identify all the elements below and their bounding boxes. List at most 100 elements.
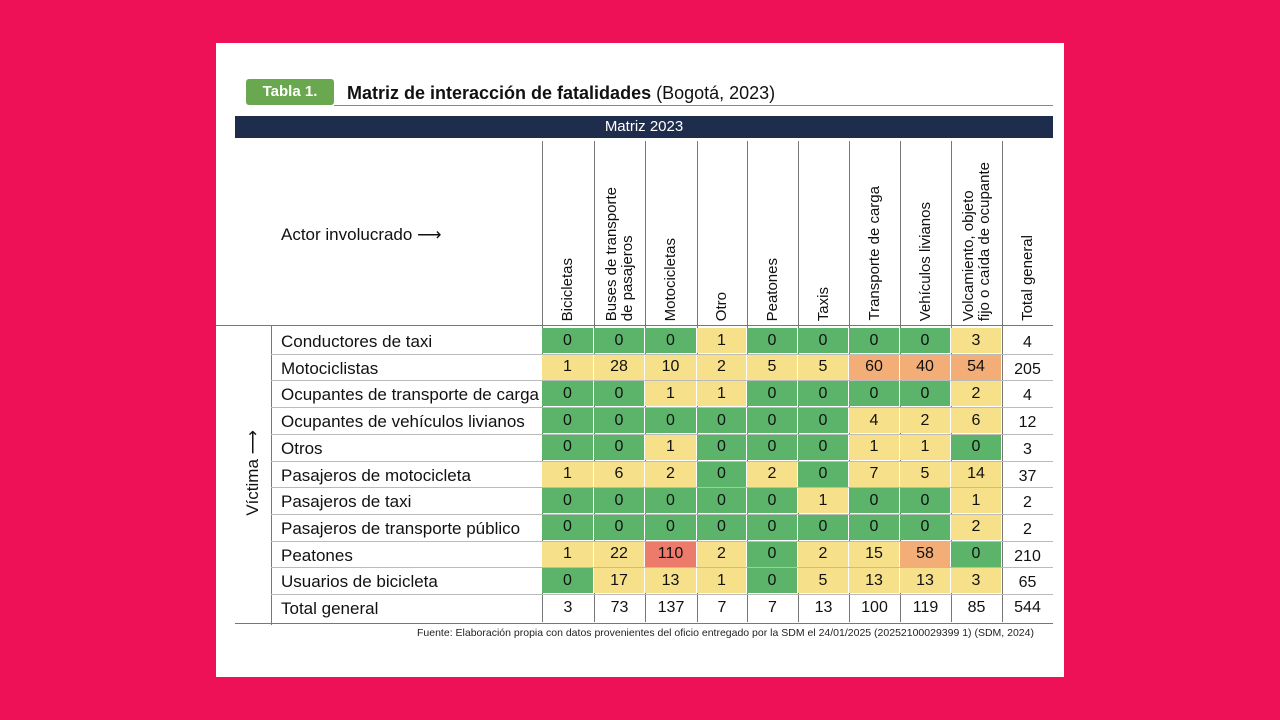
matrix-cell: 0 — [951, 541, 1002, 567]
matrix-cell: 0 — [542, 408, 594, 434]
matrix-cell: 5 — [798, 354, 849, 380]
row-total: 37 — [1018, 467, 1037, 485]
matrix-cell: 0 — [645, 328, 697, 353]
matrix-cell: 4 — [849, 408, 900, 434]
column-header: Bicicletas — [542, 141, 594, 321]
matrix-cell: 17 — [594, 568, 645, 594]
row-total: 4 — [1023, 387, 1032, 405]
matrix-cell: 110 — [645, 541, 697, 567]
matrix-cell: 0 — [542, 514, 594, 540]
matrix-cell: 0 — [798, 381, 849, 407]
matrix-cell: 22 — [594, 541, 645, 567]
column-header-label: Total general — [1018, 235, 1036, 321]
matrix-cell: 60 — [849, 354, 900, 380]
matrix-cell: 0 — [542, 434, 594, 460]
matrix-cell: 0 — [849, 328, 900, 353]
matrix-cell: 0 — [747, 328, 798, 353]
matrix-cell: 3 — [951, 568, 1002, 594]
matrix-cell: 0 — [849, 514, 900, 540]
header-bottom-line — [216, 325, 1053, 326]
matrix-cell: 1 — [697, 568, 747, 594]
matrix-cell: 13 — [645, 568, 697, 594]
matrix-cell: 13 — [849, 568, 900, 594]
table-tag: Tabla 1. — [246, 79, 334, 105]
grand-total: 544 — [1014, 599, 1041, 616]
matrix-cell: 0 — [594, 434, 645, 460]
matrix-cell: 0 — [849, 381, 900, 407]
matrix-cell: 0 — [645, 488, 697, 514]
matrix-cell: 0 — [697, 408, 747, 434]
matrix-cell: 28 — [594, 354, 645, 380]
matrix-cell: 0 — [542, 568, 594, 594]
matrix-cell: 0 — [798, 434, 849, 460]
row-label: Pasajeros de taxi — [281, 492, 412, 512]
row-total: 4 — [1023, 334, 1032, 351]
matrix-cell: 1 — [697, 381, 747, 407]
totals-cell: 85 — [967, 599, 986, 616]
column-header: Buses de transporte de pasajeros — [594, 141, 645, 321]
matrix-cell: 2 — [747, 461, 798, 487]
matrix-cell: 0 — [747, 541, 798, 567]
row-total: 210 — [1014, 547, 1041, 565]
matrix-cell: 0 — [594, 488, 645, 514]
matrix-cell: 0 — [900, 381, 951, 407]
matrix-cell: 1 — [697, 328, 747, 353]
matrix-cell: 54 — [951, 354, 1002, 380]
row-divider — [271, 594, 1053, 595]
column-header: Vehículos livianos — [900, 141, 951, 321]
row-label: Peatones — [281, 545, 353, 565]
matrix-cell: 0 — [798, 514, 849, 540]
row-divider — [271, 407, 1053, 409]
matrix-cell: 1 — [645, 434, 697, 460]
matrix-cell: 2 — [900, 408, 951, 434]
row-total: 65 — [1018, 574, 1037, 592]
matrix-cell: 0 — [900, 328, 951, 353]
row-divider — [271, 567, 1053, 569]
column-header: Volcamiento, objeto fijo o caída de ocup… — [951, 141, 1002, 321]
totals-label: Total general — [281, 599, 379, 618]
column-header-label: Transporte de carga — [865, 186, 883, 321]
matrix-cell: 2 — [697, 354, 747, 380]
totals-cell: 3 — [563, 599, 573, 616]
column-header: Peatones — [747, 141, 798, 321]
totals-cell: 13 — [814, 599, 833, 616]
matrix-cell: 0 — [697, 514, 747, 540]
matrix-cell: 0 — [594, 381, 645, 407]
matrix-cell: 0 — [798, 328, 849, 353]
row-divider — [271, 380, 1053, 382]
column-header-label: Volcamiento, objeto fijo o caída de ocup… — [959, 161, 993, 321]
row-divider — [271, 460, 1053, 462]
totals-cell: 137 — [657, 599, 685, 616]
title-bold: Matriz de interacción de fatalidades — [347, 83, 652, 103]
matrix-cell: 0 — [849, 488, 900, 514]
column-header-label: Vehículos livianos — [916, 201, 934, 321]
matrix-cell: 0 — [900, 514, 951, 540]
matrix-cell: 1 — [951, 488, 1002, 514]
totals-cell: 119 — [912, 599, 939, 616]
row-divider — [271, 353, 1053, 355]
matrix-cell: 0 — [747, 488, 798, 514]
row-total: 12 — [1018, 414, 1037, 432]
row-total: 2 — [1023, 494, 1032, 512]
matrix-cell: 0 — [747, 568, 798, 594]
matrix-cell: 10 — [645, 354, 697, 380]
row-label: Pasajeros de motocicleta — [281, 465, 471, 485]
row-label: Pasajeros de transporte público — [281, 518, 521, 538]
matrix-cell: 0 — [645, 408, 697, 434]
column-header: Otro — [697, 141, 747, 321]
row-divider — [271, 540, 1053, 542]
matrix-cell: 0 — [747, 514, 798, 540]
matrix-cell: 2 — [697, 541, 747, 567]
row-divider — [271, 487, 1053, 489]
source-note: Fuente: Elaboración propia con datos pro… — [417, 627, 1034, 639]
matrix-cell: 1 — [849, 434, 900, 460]
table-card: Tabla 1. Matriz de interacción de fatali… — [216, 43, 1064, 677]
matrix-cell: 1 — [798, 488, 849, 514]
matrix-cell: 0 — [594, 328, 645, 353]
row-label: Ocupantes de vehículos livianos — [281, 412, 525, 432]
row-total: 3 — [1023, 440, 1032, 458]
matrix-cell: 0 — [697, 434, 747, 460]
column-header: Taxis — [798, 141, 849, 321]
matrix-cell: 0 — [594, 514, 645, 540]
actor-label: Actor involucrado ⟶ — [281, 225, 442, 244]
